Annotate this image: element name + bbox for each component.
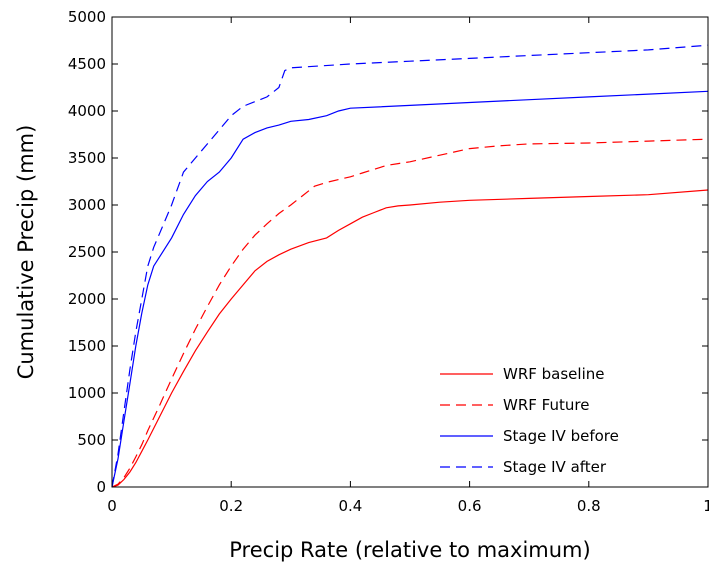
series-layer [111, 44, 709, 488]
y-axis: 0 500 1000 1500 2000 2500 3000 3500 4000 4500 5000 [68, 8, 708, 496]
y-tick-label: 3000 [68, 196, 106, 214]
x-tick-label: 0.2 [219, 497, 243, 515]
legend-label-2: Stage IV before [503, 427, 619, 445]
y-tick-label: 4000 [68, 102, 106, 120]
x-tick-label: 0.8 [577, 497, 601, 515]
x-tick-label: 0 [107, 497, 117, 515]
x-tick-label: 1 [703, 497, 709, 515]
y-tick-label: 2500 [68, 243, 106, 261]
series-line-0 [111, 189, 709, 488]
y-axis-label: Cumulative Precip (mm) [14, 125, 38, 380]
legend: WRF baseline WRF Future Stage IV before Sta… [440, 365, 619, 476]
y-tick-label: 1000 [68, 384, 106, 402]
x-axis: 0 0.2 0.4 0.6 0.8 1 [107, 17, 709, 515]
y-tick-label: 5000 [68, 8, 106, 26]
y-tick-label: 4500 [68, 55, 106, 73]
legend-label-3: Stage IV after [503, 458, 607, 476]
legend-label-0: WRF baseline [503, 365, 604, 383]
y-tick-label: 2000 [68, 290, 106, 308]
x-tick-label: 0.6 [458, 497, 482, 515]
plot-area [112, 17, 708, 487]
x-tick-label: 0.4 [338, 497, 362, 515]
y-tick-label: 3500 [68, 149, 106, 167]
series-line-3 [111, 44, 709, 488]
series-line-1 [111, 138, 709, 488]
y-tick-label: 500 [77, 431, 106, 449]
x-axis-label: Precip Rate (relative to maximum) [229, 538, 590, 562]
y-tick-label: 0 [96, 478, 106, 496]
series-line-2 [111, 90, 709, 488]
legend-label-1: WRF Future [503, 396, 589, 414]
y-tick-label: 1500 [68, 337, 106, 355]
